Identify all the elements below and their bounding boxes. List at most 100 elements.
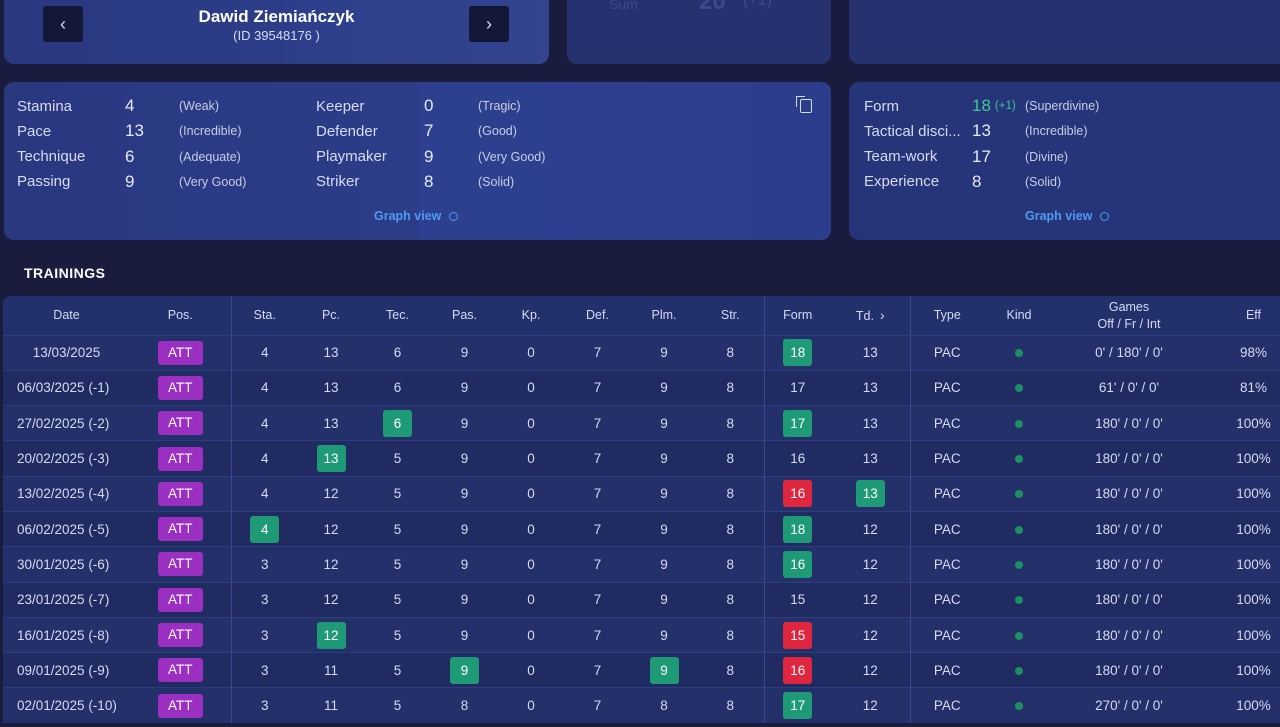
cell-str: 8 (697, 511, 764, 546)
cell-pas: 8 (431, 688, 498, 723)
cell-sta: 3 (230, 582, 298, 618)
table-row[interactable]: 16/01/2025 (-8) ATT 3 12 5 9 0 7 9 8 15 12 PAC 180' /… (3, 617, 1280, 653)
sum-value: 20 (699, 0, 726, 15)
mental-name: Team-work (864, 148, 938, 166)
column-header[interactable]: Tec. (364, 296, 431, 335)
cell-td: 12 (831, 653, 910, 688)
column-header[interactable]: Type (909, 296, 984, 335)
cell-sta: 4 (230, 335, 298, 371)
cell-tec: 5 (364, 441, 431, 476)
table-row[interactable]: 02/01/2025 (-10) ATT 3 11 5 8 0 7 8 8 17 12 PAC 270' … (3, 687, 1280, 724)
cell-td: 12 (831, 617, 910, 652)
column-header-label: Str. (720, 308, 740, 323)
cell-value: 16/01/2025 (-8) (17, 627, 110, 643)
column-header[interactable]: Pc. (298, 296, 364, 335)
skill-value: 0 (424, 96, 434, 115)
cell-type: PAC (909, 335, 984, 371)
cell-value: 8 (726, 415, 734, 431)
top-right-card (849, 0, 1280, 64)
column-header[interactable]: Eff (1204, 296, 1280, 335)
sum-delta: (+1) (743, 0, 772, 9)
position-badge: ATT (157, 375, 203, 400)
next-player-button[interactable]: › (469, 6, 509, 42)
chevron-right-icon: › (486, 13, 492, 34)
cell-plm: 9 (631, 406, 697, 441)
cell-date: 16/01/2025 (-8) (3, 617, 130, 652)
skill-row: Keeper 0 (Tragic) (316, 95, 521, 117)
cell-value: 13/02/2025 (-4) (17, 486, 110, 502)
table-row[interactable]: 20/02/2025 (-3) ATT 4 13 5 9 0 7 9 8 16 13 PAC 180' /… (3, 440, 1280, 477)
column-header[interactable]: Td. › (831, 296, 910, 335)
column-header-label: Pos. (167, 308, 193, 323)
cell-kp: 0 (498, 370, 564, 405)
column-header[interactable]: Pas. (431, 296, 498, 335)
column-header-label: Sta. (253, 308, 276, 323)
position-badge: ATT (157, 623, 203, 648)
column-header[interactable]: Sta. (230, 296, 298, 335)
skill-description: (Very Good) (478, 149, 546, 164)
cell-value: 180' / 0' / 0' (1095, 521, 1163, 537)
cell-kind (984, 653, 1054, 688)
cell-value: 0 (527, 592, 535, 608)
column-header[interactable]: Plm. (631, 296, 697, 335)
cell-value: 06/03/2025 (-1) (17, 380, 110, 396)
skills-card-highlight (418, 82, 831, 240)
table-row[interactable]: 13/03/2025 ATT 4 13 6 9 0 7 9 8 18 13 PAC 0' / 180' /… (3, 335, 1280, 371)
table-row[interactable]: 09/01/2025 (-9) ATT 3 11 5 9 0 7 9 8 16 12 PAC 180' /… (3, 652, 1280, 688)
column-header[interactable]: Games Off / Fr / Int (1054, 296, 1204, 335)
position-badge: ATT (157, 552, 203, 577)
cell-str: 8 (697, 547, 764, 582)
cell-value: 06/02/2025 (-5) (17, 521, 110, 537)
cell-value: 5 (393, 556, 402, 572)
cell-pas: 9 (431, 406, 498, 441)
cell-td: 13 (831, 441, 910, 476)
cell-value: 27/02/2025 (-2) (17, 415, 110, 431)
cell-type: PAC (909, 370, 984, 406)
skill-name: Stamina (17, 97, 73, 115)
cell-games: 180' / 0' / 0' (1054, 547, 1204, 582)
previous-player-button[interactable]: ‹ (43, 6, 83, 42)
kind-dot-icon (1015, 560, 1023, 569)
highlighted-value: 18 (783, 339, 813, 367)
cell-date: 06/03/2025 (-1) (3, 370, 130, 405)
column-header-label: Pas. (451, 308, 477, 323)
cell-tec: 5 (364, 688, 431, 723)
column-header[interactable]: Kind (984, 296, 1054, 335)
cell-value: 5 (393, 662, 402, 678)
skills-graph-view-link[interactable]: Graph view (374, 209, 459, 223)
cell-eff: 100% (1204, 653, 1280, 688)
table-row[interactable]: 27/02/2025 (-2) ATT 4 13 6 9 0 7 9 8 17 13 PAC 180' /… (3, 405, 1280, 441)
mental-graph-view-link[interactable]: Graph view (1025, 209, 1110, 223)
cell-value: PAC (933, 662, 961, 678)
mental-description: (Solid) (1025, 174, 1062, 189)
cell-type: PAC (909, 687, 984, 724)
refresh-icon (1100, 212, 1110, 222)
skill-row: Playmaker 9 (Very Good) (316, 146, 545, 168)
cell-value: 0' / 180' / 0' (1095, 345, 1163, 361)
cell-value: PAC (933, 698, 961, 714)
table-row[interactable]: 06/03/2025 (-1) ATT 4 13 6 9 0 7 9 8 17 13 PAC 61' / … (3, 370, 1280, 406)
cell-date: 02/01/2025 (-10) (3, 688, 130, 723)
table-row[interactable]: 13/02/2025 (-4) ATT 4 12 5 9 0 7 9 8 16 13 PAC 180' /… (3, 476, 1280, 512)
chevron-right-icon[interactable]: › (879, 307, 885, 324)
cell-games: 61' / 0' / 0' (1054, 370, 1204, 405)
column-header[interactable]: Date (3, 296, 130, 335)
table-row[interactable]: 06/02/2025 (-5) ATT 4 12 5 9 0 7 9 8 18 12 PAC 180' /… (3, 511, 1280, 547)
cell-value: 9 (460, 380, 469, 396)
cell-value: 13 (323, 345, 339, 361)
cell-form: 16 (763, 476, 831, 512)
table-row[interactable]: 23/01/2025 (-7) ATT 3 12 5 9 0 7 9 8 15 12 PAC 180' /… (3, 582, 1280, 618)
column-header[interactable]: Kp. (498, 296, 564, 335)
column-header[interactable]: Form (763, 296, 831, 335)
table-row[interactable]: 30/01/2025 (-6) ATT 3 12 5 9 0 7 9 8 16 12 PAC 180' /… (3, 546, 1280, 583)
column-header[interactable]: Pos. (130, 296, 231, 335)
cell-pos: ATT (130, 441, 231, 476)
column-header[interactable]: Str. (697, 296, 764, 335)
cell-plm: 9 (631, 511, 697, 546)
column-header[interactable]: Def. (564, 296, 631, 335)
column-header-label: Def. (586, 308, 609, 323)
cell-type: PAC (909, 476, 984, 512)
copy-icon[interactable] (796, 96, 812, 113)
player-name: Dawid Ziemiańczyk (198, 7, 355, 26)
cell-td: 12 (831, 582, 910, 617)
